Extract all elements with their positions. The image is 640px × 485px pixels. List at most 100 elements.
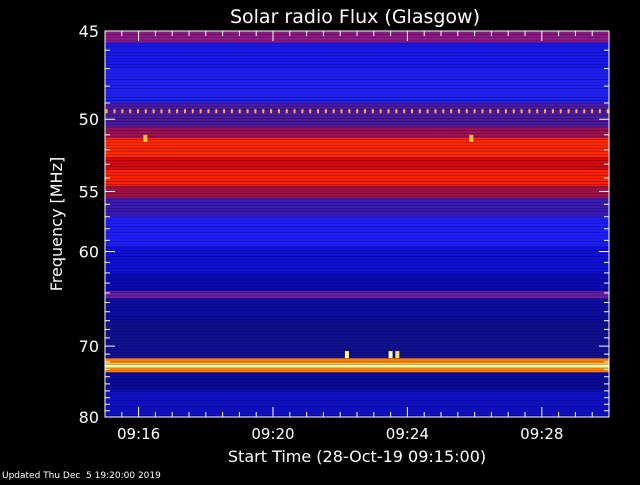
interference-dot xyxy=(442,109,445,114)
texture-line xyxy=(105,118,609,119)
texture-line xyxy=(105,223,609,224)
texture-line xyxy=(105,319,609,320)
spectrum-band xyxy=(105,298,609,321)
texture-line xyxy=(105,403,609,404)
burst-spot xyxy=(388,351,393,359)
texture-line xyxy=(105,211,609,212)
texture-line xyxy=(105,196,609,197)
interference-dot xyxy=(567,109,570,114)
texture-line xyxy=(105,124,609,125)
texture-line xyxy=(105,262,609,263)
texture-line xyxy=(105,259,609,260)
interference-dot xyxy=(262,109,265,114)
texture-line xyxy=(105,199,609,200)
texture-line xyxy=(105,394,609,395)
y-tick-label: 60 xyxy=(79,243,99,262)
interference-dot xyxy=(144,109,147,114)
interference-dot xyxy=(528,109,531,114)
interference-dot xyxy=(332,109,335,114)
texture-line xyxy=(105,130,609,131)
x-tick-label: 09:16 xyxy=(117,425,160,443)
interference-dot xyxy=(254,109,257,114)
interference-dot xyxy=(277,109,280,114)
interference-dot xyxy=(395,109,398,114)
texture-line xyxy=(105,343,609,344)
interference-dot xyxy=(559,109,562,114)
texture-line xyxy=(105,382,609,383)
interference-dot xyxy=(207,109,210,114)
interference-dot xyxy=(223,109,226,114)
texture-line xyxy=(105,58,609,59)
interference-dot xyxy=(481,109,484,114)
interference-dot xyxy=(544,109,547,114)
texture-line xyxy=(105,274,609,275)
texture-line xyxy=(105,301,609,302)
texture-line xyxy=(105,376,609,377)
texture-line xyxy=(105,139,609,140)
interference-dot xyxy=(536,109,539,114)
x-tick-label: 09:20 xyxy=(251,425,294,443)
texture-line xyxy=(105,193,609,194)
texture-line xyxy=(105,373,609,374)
texture-line xyxy=(105,67,609,68)
interference-dot xyxy=(606,109,609,114)
texture-line xyxy=(105,358,609,359)
interference-dot xyxy=(497,109,500,114)
texture-line xyxy=(105,127,609,128)
texture-line xyxy=(105,268,609,269)
x-tick-label: 09:28 xyxy=(520,425,563,443)
interference-dot xyxy=(160,109,163,114)
texture-line xyxy=(105,331,609,332)
interference-dot xyxy=(215,109,218,114)
interference-dot xyxy=(575,109,578,114)
y-axis-label: Frequency [MHz] xyxy=(47,157,66,291)
interference-dot xyxy=(309,109,312,114)
texture-line xyxy=(105,100,609,101)
texture-line xyxy=(105,79,609,80)
interference-dot xyxy=(230,109,233,114)
y-tick-label: 45 xyxy=(79,22,99,41)
interference-dot xyxy=(598,109,601,114)
interference-dot xyxy=(591,109,594,114)
spectrum-band xyxy=(105,103,609,128)
spectrum-band xyxy=(105,169,609,187)
texture-line xyxy=(105,136,609,137)
texture-line xyxy=(105,73,609,74)
texture-line xyxy=(105,133,609,134)
interference-dot xyxy=(191,109,194,114)
texture-line xyxy=(105,115,609,116)
texture-line xyxy=(105,208,609,209)
interference-dot xyxy=(183,109,186,114)
texture-line xyxy=(105,406,609,407)
burst-spot xyxy=(344,351,349,359)
spectrum-band xyxy=(105,137,609,158)
interference-dot xyxy=(152,109,155,114)
texture-line xyxy=(105,352,609,353)
texture-line xyxy=(105,49,609,50)
interference-dot xyxy=(199,109,202,114)
spectrum-band xyxy=(105,186,609,198)
texture-line xyxy=(105,148,609,149)
interference-dot xyxy=(457,109,460,114)
texture-line xyxy=(105,172,609,173)
interference-dot xyxy=(356,109,359,114)
spectrum-band xyxy=(105,157,609,170)
texture-line xyxy=(105,106,609,107)
interference-dot xyxy=(317,109,320,114)
spectrum-band xyxy=(105,367,609,373)
texture-line xyxy=(105,121,609,122)
texture-line xyxy=(105,295,609,296)
texture-line xyxy=(105,220,609,221)
interference-dot xyxy=(504,109,507,114)
texture-line xyxy=(105,328,609,329)
texture-line xyxy=(105,226,609,227)
texture-line xyxy=(105,244,609,245)
texture-line xyxy=(105,256,609,257)
texture-line xyxy=(105,166,609,167)
texture-line xyxy=(105,142,609,143)
y-tick-label: 80 xyxy=(79,408,99,427)
texture-line xyxy=(105,397,609,398)
texture-line xyxy=(105,97,609,98)
spectrum-band xyxy=(105,272,609,291)
